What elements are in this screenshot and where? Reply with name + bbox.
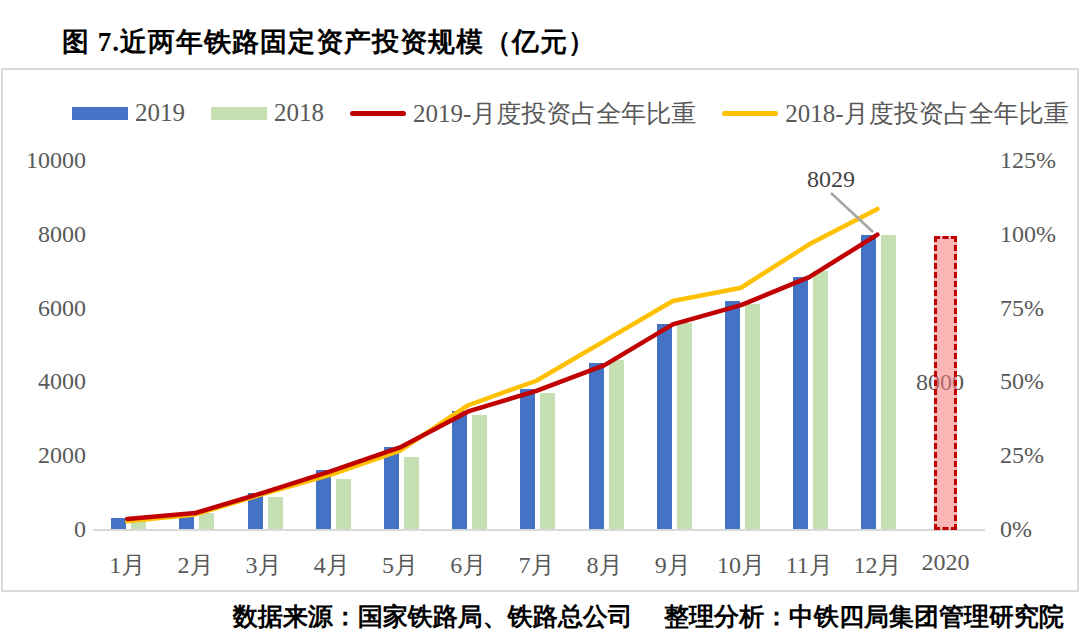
legend-label: 2019 [135,99,185,127]
left-axis-tick-8000: 8000 [8,221,86,248]
legend-line-swatch [350,111,406,116]
bar-2018-4月 [336,479,351,530]
legend-item-3: 2018-月度投资占全年比重 [722,97,1068,130]
bar-2018-10月 [745,304,760,530]
bar-2019-3月 [248,493,263,530]
bar-2019-5月 [384,447,399,530]
x-axis-label-6月: 6月 [432,549,504,581]
x-axis-label-2月: 2月 [159,549,231,581]
legend-bar-swatch [72,107,128,120]
bar-2019-2月 [179,514,194,530]
legend-label: 2018-月度投资占全年比重 [785,97,1068,130]
right-axis-tick-0%: 0% [1000,516,1078,543]
bar-2018-2月 [199,513,214,530]
chart-title: 图 7.近两年铁路固定资产投资规模（亿元） [62,24,596,60]
x-axis-label-10月: 10月 [705,549,777,581]
x-axis-label-4月: 4月 [296,549,368,581]
bar-2019-9月 [657,324,672,530]
bar-2018-8月 [609,360,624,530]
legend-item-1: 2018 [211,99,324,127]
bar-2018-5月 [404,457,419,530]
x-axis-label-2020: 2020 [910,549,982,576]
bar-2019-11月 [793,277,808,530]
right-axis-tick-75%: 75% [1000,295,1078,322]
dec-2019-value-label: 8029 [799,166,863,193]
chart-figure: 图 7.近两年铁路固定资产投资规模（亿元） 2019 2018 2019-月度投资占… [0,0,1080,640]
left-axis-tick-2000: 2000 [8,442,86,469]
bar-2018-12月 [881,235,896,530]
x-axis-label-12月: 12月 [841,549,913,581]
bar-2019-6月 [452,411,467,530]
bar-2018-11月 [813,271,828,530]
right-axis-tick-125%: 125% [1000,147,1078,174]
left-axis-tick-0: 0 [8,516,86,543]
x-axis-label-8月: 8月 [569,549,641,581]
x-axis-label-9月: 9月 [637,549,709,581]
legend-bar-swatch [211,107,267,120]
x-axis-label-3月: 3月 [228,549,300,581]
chart-legend: 201920182019-月度投资占全年比重2018-月度投资占全年比重 [72,96,1052,130]
right-axis-tick-25%: 25% [1000,442,1078,469]
bar-2018-9月 [677,323,692,530]
x-axis-label-5月: 5月 [364,549,436,581]
x-axis-line [93,529,985,531]
bar-2019-7月 [520,389,535,530]
x-axis-label-7月: 7月 [500,549,572,581]
right-axis-tick-50%: 50% [1000,368,1078,395]
legend-label: 2018 [274,99,324,127]
source-note: 数据来源：国家铁路局、铁路总公司 整理分析：中铁四局集团管理研究院 [0,600,1064,633]
legend-line-swatch [722,111,778,116]
bar-2018-3月 [268,497,283,530]
left-axis-tick-10000: 10000 [8,147,86,174]
bar-2019-8月 [589,363,604,530]
legend-item-2: 2019-月度投资占全年比重 [350,97,696,130]
x-axis-label-11月: 11月 [773,549,845,581]
left-axis-tick-6000: 6000 [8,295,86,322]
legend-label: 2019-月度投资占全年比重 [413,97,696,130]
legend-item-0: 2019 [72,99,185,127]
bar-2020-projection [934,236,957,530]
bar-2018-6月 [472,415,487,530]
x-axis-label-1月: 1月 [91,549,163,581]
bar-2019-10月 [725,301,740,530]
right-axis-tick-100%: 100% [1000,221,1078,248]
bar-2019-4月 [316,470,331,530]
left-axis-tick-4000: 4000 [8,368,86,395]
bar-2018-7月 [540,393,555,530]
bar-2019-12月 [861,235,876,530]
